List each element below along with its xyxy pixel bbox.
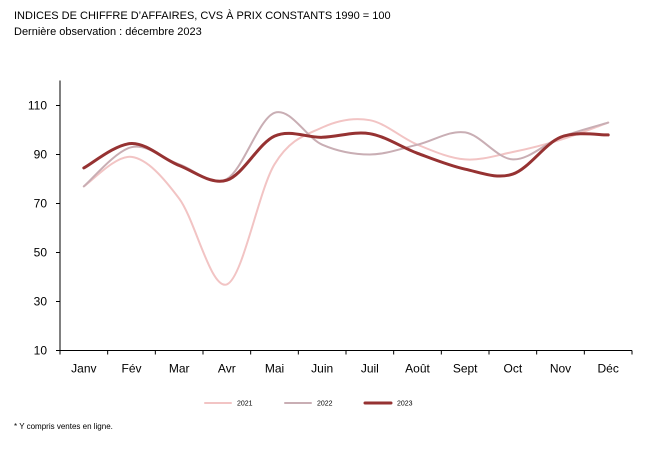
x-tick-label: Sept bbox=[453, 362, 478, 376]
x-tick-label: Juil bbox=[361, 362, 379, 376]
series-line-2021 bbox=[82, 118, 610, 286]
legend: 2021 2022 2023 bbox=[204, 401, 413, 408]
x-tick-label: Oct bbox=[503, 362, 522, 376]
footnote: * Y compris ventes en ligne. bbox=[14, 422, 113, 431]
x-tick-label: Déc bbox=[597, 362, 618, 376]
chart-title: INDICES DE CHIFFRE D’AFFAIRES, CVS À PRI… bbox=[14, 10, 391, 22]
series-lines bbox=[82, 111, 610, 286]
y-tick-label: 70 bbox=[34, 197, 48, 211]
x-tick-label: Fév bbox=[121, 362, 141, 376]
x-tick-label: Avr bbox=[218, 362, 236, 376]
x-tick-label: Mai bbox=[265, 362, 284, 376]
y-tick-label: 10 bbox=[34, 344, 48, 358]
series-line-2023 bbox=[82, 131, 610, 183]
chart-subtitle: Dernière observation : décembre 2023 bbox=[14, 26, 202, 38]
x-tick-label: Janv bbox=[71, 362, 96, 376]
y-tick-label: 30 bbox=[34, 295, 48, 309]
x-tick-label: Août bbox=[405, 362, 430, 376]
y-tick-label: 90 bbox=[34, 148, 48, 162]
legend-label-2022: 2022 bbox=[317, 401, 333, 408]
x-tick-label: Mar bbox=[169, 362, 190, 376]
y-tick-label: 110 bbox=[28, 99, 47, 113]
y-tick-label: 50 bbox=[34, 246, 48, 260]
legend-label-2023: 2023 bbox=[397, 401, 413, 408]
chart-title-block: INDICES DE CHIFFRE D’AFFAIRES, CVS À PRI… bbox=[14, 8, 391, 40]
x-tick-label: Juin bbox=[311, 362, 333, 376]
x-tick-label: Nov bbox=[550, 362, 571, 376]
legend-label-2021: 2021 bbox=[237, 401, 253, 408]
axes: 10 30 50 70 90 110 Janv Fév Mar Avr Mai Juin Juil Aoû… bbox=[28, 80, 633, 376]
